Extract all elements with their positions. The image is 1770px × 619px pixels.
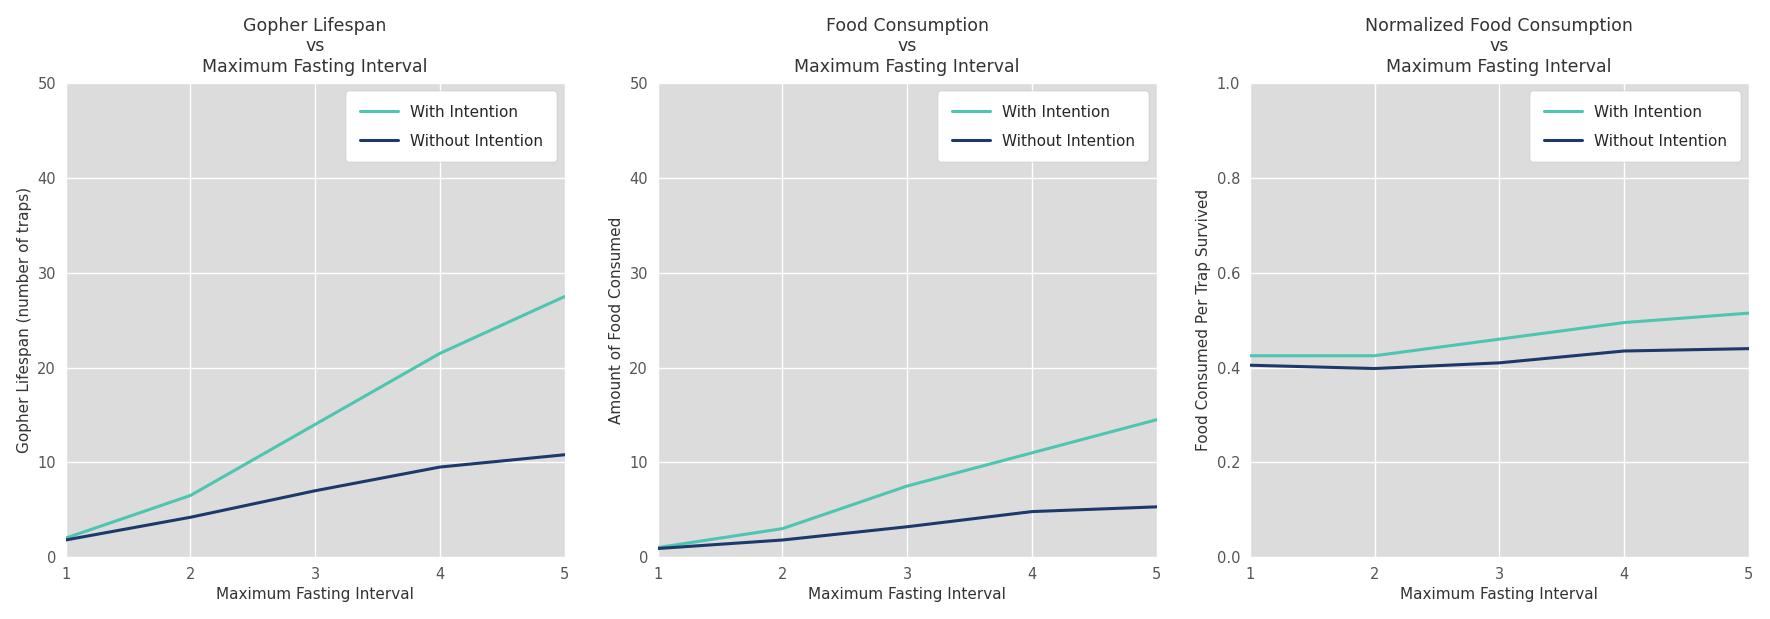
With Intention [1239, 352, 1260, 360]
Line: With Intention: With Intention [658, 420, 1156, 548]
Legend: With Intention, Without Intention: With Intention, Without Intention [938, 91, 1149, 162]
Without Intention [55, 536, 76, 543]
With Intention [554, 293, 575, 300]
With Intention [1738, 310, 1759, 317]
Without Intention [1239, 361, 1260, 369]
Y-axis label: Food Consumed Per Trap Survived: Food Consumed Per Trap Survived [1197, 189, 1211, 451]
Line: Without Intention: Without Intention [1250, 348, 1749, 368]
With Intention [1145, 416, 1166, 423]
Line: Without Intention: Without Intention [65, 455, 565, 540]
X-axis label: Maximum Fasting Interval: Maximum Fasting Interval [809, 587, 1005, 602]
Legend: With Intention, Without Intention: With Intention, Without Intention [1529, 91, 1742, 162]
Without Intention [430, 464, 451, 471]
Legend: With Intention, Without Intention: With Intention, Without Intention [347, 91, 558, 162]
Without Intention [897, 523, 919, 530]
Title: Gopher Lifespan
vs
Maximum Fasting Interval: Gopher Lifespan vs Maximum Fasting Inter… [202, 17, 428, 76]
With Intention [430, 350, 451, 357]
With Intention [55, 534, 76, 542]
With Intention [1489, 335, 1510, 343]
Without Intention [1489, 359, 1510, 366]
Without Intention [1145, 503, 1166, 511]
Title: Food Consumption
vs
Maximum Fasting Interval: Food Consumption vs Maximum Fasting Inte… [795, 17, 1020, 76]
Without Intention [181, 514, 202, 521]
Without Intention [1614, 347, 1635, 355]
With Intention [1614, 319, 1635, 326]
Without Intention [1365, 365, 1386, 372]
With Intention [304, 421, 326, 428]
Without Intention [1021, 508, 1043, 515]
Line: With Intention: With Intention [65, 297, 565, 538]
Y-axis label: Amount of Food Consumed: Amount of Food Consumed [609, 217, 623, 424]
X-axis label: Maximum Fasting Interval: Maximum Fasting Interval [216, 587, 414, 602]
Without Intention [1738, 345, 1759, 352]
With Intention [181, 491, 202, 499]
Without Intention [554, 451, 575, 459]
With Intention [1021, 449, 1043, 457]
X-axis label: Maximum Fasting Interval: Maximum Fasting Interval [1400, 587, 1598, 602]
Title: Normalized Food Consumption
vs
Maximum Fasting Interval: Normalized Food Consumption vs Maximum F… [1365, 17, 1634, 76]
With Intention [1365, 352, 1386, 360]
Y-axis label: Gopher Lifespan (number of traps): Gopher Lifespan (number of traps) [16, 187, 32, 453]
With Intention [648, 544, 669, 552]
Without Intention [772, 536, 793, 543]
With Intention [897, 482, 919, 490]
Without Intention [304, 487, 326, 495]
Line: Without Intention: Without Intention [658, 507, 1156, 548]
Without Intention [648, 545, 669, 552]
Line: With Intention: With Intention [1250, 313, 1749, 356]
With Intention [772, 525, 793, 532]
